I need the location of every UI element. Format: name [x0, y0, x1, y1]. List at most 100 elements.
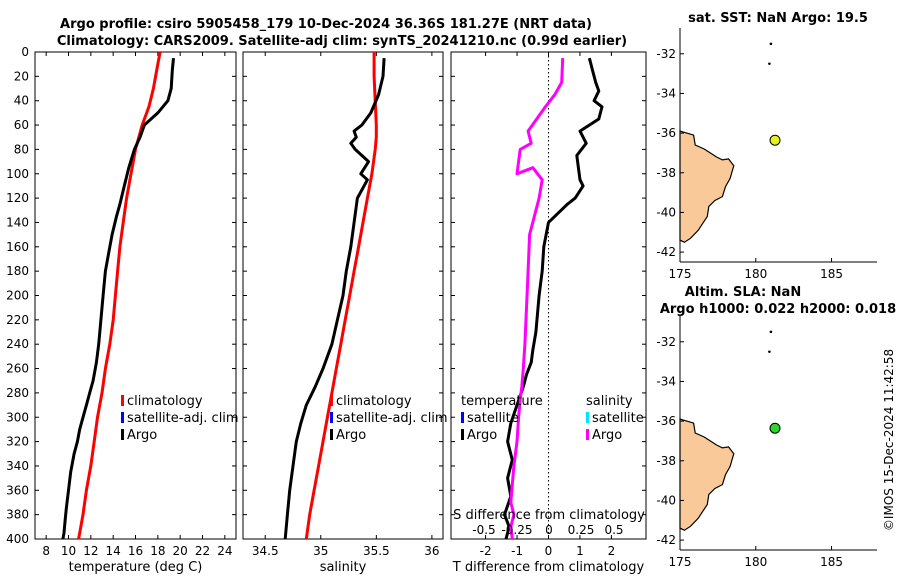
y-tick-label: 100 [6, 167, 29, 181]
x-tick-label: 0 [545, 544, 553, 558]
y-tick-label: 180 [6, 264, 29, 278]
salinity-panel: 34.5 35 35.5 36 salinity climatology satellite… [242, 51, 448, 575]
y-tick-label: 120 [6, 191, 29, 205]
map-y-tick-label: -34 [656, 374, 676, 388]
x-tick-label: 1 [576, 544, 584, 558]
island-marker [768, 350, 771, 353]
legend-label: salinity [586, 394, 633, 409]
x-tick-label: -2 [480, 544, 492, 558]
s-tick-label: 0 [545, 523, 553, 537]
x-tick-label: 35.5 [363, 544, 390, 558]
island-marker [768, 62, 771, 65]
legend-label: climatology [127, 394, 203, 409]
legend-swatch [461, 412, 464, 423]
x-tick-label: 8 [42, 544, 50, 558]
legend-swatch [330, 429, 333, 440]
legend-swatch [330, 412, 333, 423]
island-marker [769, 330, 773, 334]
map-y-tick-label: -40 [656, 493, 676, 507]
x-tick-label: 22 [195, 544, 210, 558]
map-y-tick-label: -38 [656, 166, 676, 180]
legend-label: satellite [467, 411, 519, 426]
y-tick-label: 200 [6, 289, 29, 303]
imos-watermark: ©IMOS 15-Dec-2024 11:42:58 [882, 349, 896, 531]
sst-map-title: sat. SST: NaN Argo: 19.5 [688, 11, 868, 26]
map-x-tick-label: 185 [820, 555, 843, 569]
legend-label: Argo [592, 428, 622, 443]
sla-map-panel: -32 -34 -36 -38 -40 -42 175 180 185 Altim. SLA: N… [656, 285, 896, 569]
map-x-tick-label: 180 [744, 555, 767, 569]
x-tick-label: -1 [511, 544, 523, 558]
difference-panel: -2 -1 0 1 2 T difference from climatology temp… [450, 51, 647, 575]
x-tick-label: 16 [128, 544, 143, 558]
s-tick-label: -0.5 [472, 523, 495, 537]
legend-label: Argo [467, 428, 497, 443]
x-tick-label: 24 [217, 544, 232, 558]
legend-label: temperature [461, 394, 543, 409]
map-x-tick-label: 185 [820, 267, 843, 281]
s-tick-label: 0.5 [604, 523, 623, 537]
y-tick-label: 20 [14, 69, 29, 83]
x-axis-label: salinity [320, 560, 367, 575]
s-difference-label: S difference from climatology [453, 508, 645, 523]
s-tick-label: -0.25 [501, 523, 532, 537]
map-y-tick-label: -42 [656, 245, 676, 259]
series-line-temperature-argo [503, 57, 604, 540]
map-y-tick-label: -34 [656, 86, 676, 100]
series-line-climatology [304, 52, 378, 540]
legend-label: Argo [127, 428, 157, 443]
y-tick-label: 280 [6, 386, 29, 400]
land-north-island [679, 130, 735, 243]
y-tick-label: 240 [6, 337, 29, 351]
legend-swatch [586, 429, 589, 440]
legend-swatch [121, 429, 124, 440]
land-north-island [679, 418, 735, 531]
legend-label: satellite-adj. clim [336, 411, 448, 426]
legend-label: satellite [592, 411, 644, 426]
x-tick-label: 14 [106, 544, 121, 558]
sst-map-panel: -32 -34 -36 -38 -40 -42 175 180 185 sat. SST: NaN… [656, 11, 877, 281]
legend-swatch [121, 412, 124, 423]
y-tick-label: 220 [6, 313, 29, 327]
legend-label: Argo [336, 428, 366, 443]
x-tick-label: 10 [61, 544, 76, 558]
argo-float-position [769, 422, 781, 434]
y-tick-label: 60 [14, 118, 29, 132]
legend-swatch [586, 412, 589, 423]
y-tick-label: 360 [6, 483, 29, 497]
plot-frame [34, 51, 237, 540]
map-y-tick-label: -32 [656, 335, 676, 349]
y-tick-label: 140 [6, 215, 29, 229]
sla-map-title: Altim. SLA: NaN [685, 285, 801, 300]
map-y-tick-label: -32 [656, 47, 676, 61]
figure-title-line2: Climatology: CARS2009. Satellite-adj cli… [57, 34, 627, 49]
x-tick-label: 2 [608, 544, 616, 558]
sla-map-subtitle: Argo h1000: 0.022 h2000: 0.018 [660, 302, 896, 317]
y-tick-label: 300 [6, 410, 29, 424]
temperature-panel: 0 20 40 60 80 100 120 140 160 180 200 220 240 260 280 3… [6, 45, 239, 575]
x-tick-label: 20 [173, 544, 188, 558]
map-y-tick-label: -38 [656, 454, 676, 468]
map-x-tick-label: 175 [669, 267, 692, 281]
map-y-tick-label: -36 [656, 414, 676, 428]
x-tick-label: 18 [150, 544, 165, 558]
map-y-tick-label: -40 [656, 205, 676, 219]
legend-label: satellite-adj. clim [127, 411, 239, 426]
y-tick-label: 160 [6, 240, 29, 254]
series-line-salinity-argo [509, 58, 565, 540]
island-marker [769, 42, 773, 46]
y-tick-label: 260 [6, 362, 29, 376]
y-tick-label: 80 [14, 142, 29, 156]
s-tick-label: 0.25 [568, 523, 595, 537]
y-tick-label: 340 [6, 459, 29, 473]
argo-float-position [769, 134, 781, 146]
y-tick-label: 40 [14, 94, 29, 108]
x-axis-label: temperature (deg C) [69, 560, 203, 575]
map-y-tick-label: -42 [656, 533, 676, 547]
legend-swatch [461, 429, 464, 440]
x-tick-label: 35 [313, 544, 328, 558]
y-tick-label: 400 [6, 532, 29, 546]
legend-label: climatology [336, 394, 412, 409]
series-line-climatology [77, 51, 162, 540]
